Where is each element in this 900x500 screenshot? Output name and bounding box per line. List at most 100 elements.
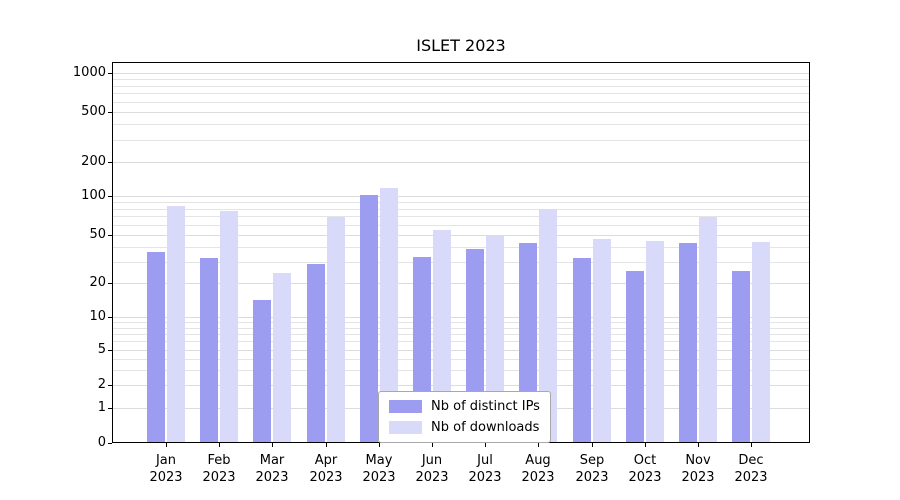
x-tick-mark <box>698 443 699 447</box>
y-tick-label: 500 <box>81 104 106 119</box>
legend-entry-distinct-ips: Nb of distinct IPs <box>389 399 540 414</box>
gridline <box>112 112 810 113</box>
bar-distinct-ips <box>147 252 165 443</box>
gridline <box>112 209 810 210</box>
x-tick-label: Dec 2023 <box>734 453 768 485</box>
bar-distinct-ips <box>253 300 271 443</box>
bar-distinct-ips <box>200 258 218 443</box>
gridline <box>112 359 810 360</box>
y-tick-label: 0 <box>97 435 106 450</box>
gridline <box>112 140 810 141</box>
gridline <box>112 235 810 236</box>
y-tick-mark <box>108 317 112 318</box>
y-tick-label: 10 <box>89 309 106 324</box>
gridline <box>112 370 810 371</box>
bar-downloads <box>220 211 238 443</box>
gridline <box>112 317 810 318</box>
y-tick-mark <box>108 385 112 386</box>
chart-title: ISLET 2023 <box>416 36 506 55</box>
y-tick-label: 1000 <box>72 65 106 80</box>
y-tick-mark <box>108 443 112 444</box>
bar-downloads <box>380 188 398 443</box>
x-tick-label: Jul 2023 <box>468 453 502 485</box>
y-tick-label: 1 <box>97 400 106 415</box>
gridline <box>112 328 810 329</box>
x-tick-mark <box>379 443 380 447</box>
gridline <box>112 196 810 197</box>
y-tick-mark <box>108 235 112 236</box>
x-tick-label: Oct 2023 <box>628 453 662 485</box>
x-tick-mark <box>592 443 593 447</box>
gridline <box>112 262 810 263</box>
bar-distinct-ips <box>360 195 378 443</box>
bar-distinct-ips <box>573 258 591 443</box>
x-tick-label: May 2023 <box>362 453 396 485</box>
x-tick-mark <box>219 443 220 447</box>
x-tick-label: Feb 2023 <box>202 453 236 485</box>
bar-distinct-ips <box>679 243 697 443</box>
x-tick-mark <box>432 443 433 447</box>
legend-swatch-downloads <box>389 421 422 434</box>
bar-downloads <box>752 242 770 443</box>
bar-downloads <box>273 273 291 443</box>
x-tick-label: Sep 2023 <box>575 453 609 485</box>
gridline <box>112 385 810 386</box>
gridline <box>112 216 810 217</box>
bar-distinct-ips <box>307 264 325 443</box>
gridline <box>112 202 810 203</box>
bar-downloads <box>433 230 451 443</box>
y-tick-label: 5 <box>97 342 106 357</box>
x-tick-mark <box>272 443 273 447</box>
gridline <box>112 102 810 103</box>
bar-downloads <box>327 217 345 443</box>
y-tick-mark <box>108 408 112 409</box>
bar-downloads <box>593 239 611 443</box>
x-tick-mark <box>751 443 752 447</box>
gridline <box>112 93 810 94</box>
bar-distinct-ips <box>732 271 750 443</box>
gridline <box>112 225 810 226</box>
y-tick-mark <box>108 350 112 351</box>
x-tick-label: Mar 2023 <box>255 453 289 485</box>
x-tick-label: Nov 2023 <box>681 453 715 485</box>
gridline <box>112 124 810 125</box>
gridline <box>112 247 810 248</box>
y-tick-label: 50 <box>89 227 106 242</box>
x-tick-mark <box>326 443 327 447</box>
y-tick-label: 2 <box>97 377 106 392</box>
legend-swatch-distinct-ips <box>389 400 422 413</box>
gridline <box>112 79 810 80</box>
x-tick-mark <box>645 443 646 447</box>
gridline <box>112 341 810 342</box>
y-tick-mark <box>108 112 112 113</box>
gridline <box>112 350 810 351</box>
gridline <box>112 73 810 74</box>
bar-downloads <box>167 206 185 443</box>
legend-label-downloads: Nb of downloads <box>431 420 540 435</box>
gridline <box>112 322 810 323</box>
legend: Nb of distinct IPs Nb of downloads <box>378 391 551 443</box>
gridline <box>112 334 810 335</box>
x-tick-mark <box>485 443 486 447</box>
x-tick-label: Aug 2023 <box>521 453 555 485</box>
y-tick-label: 20 <box>89 275 106 290</box>
x-tick-label: Apr 2023 <box>309 453 343 485</box>
bar-downloads <box>646 241 664 443</box>
y-tick-mark <box>108 162 112 163</box>
bar-downloads <box>539 209 557 443</box>
bar-downloads <box>699 217 717 443</box>
legend-label-distinct-ips: Nb of distinct IPs <box>431 399 540 414</box>
legend-entry-downloads: Nb of downloads <box>389 420 540 435</box>
bar-distinct-ips <box>626 271 644 443</box>
gridline <box>112 283 810 284</box>
x-tick-mark <box>538 443 539 447</box>
y-tick-mark <box>108 73 112 74</box>
gridline <box>112 86 810 87</box>
gridline <box>112 162 810 163</box>
y-tick-label: 100 <box>81 188 106 203</box>
x-tick-label: Jan 2023 <box>149 453 183 485</box>
y-tick-mark <box>108 196 112 197</box>
y-tick-mark <box>108 283 112 284</box>
y-tick-label: 200 <box>81 154 106 169</box>
